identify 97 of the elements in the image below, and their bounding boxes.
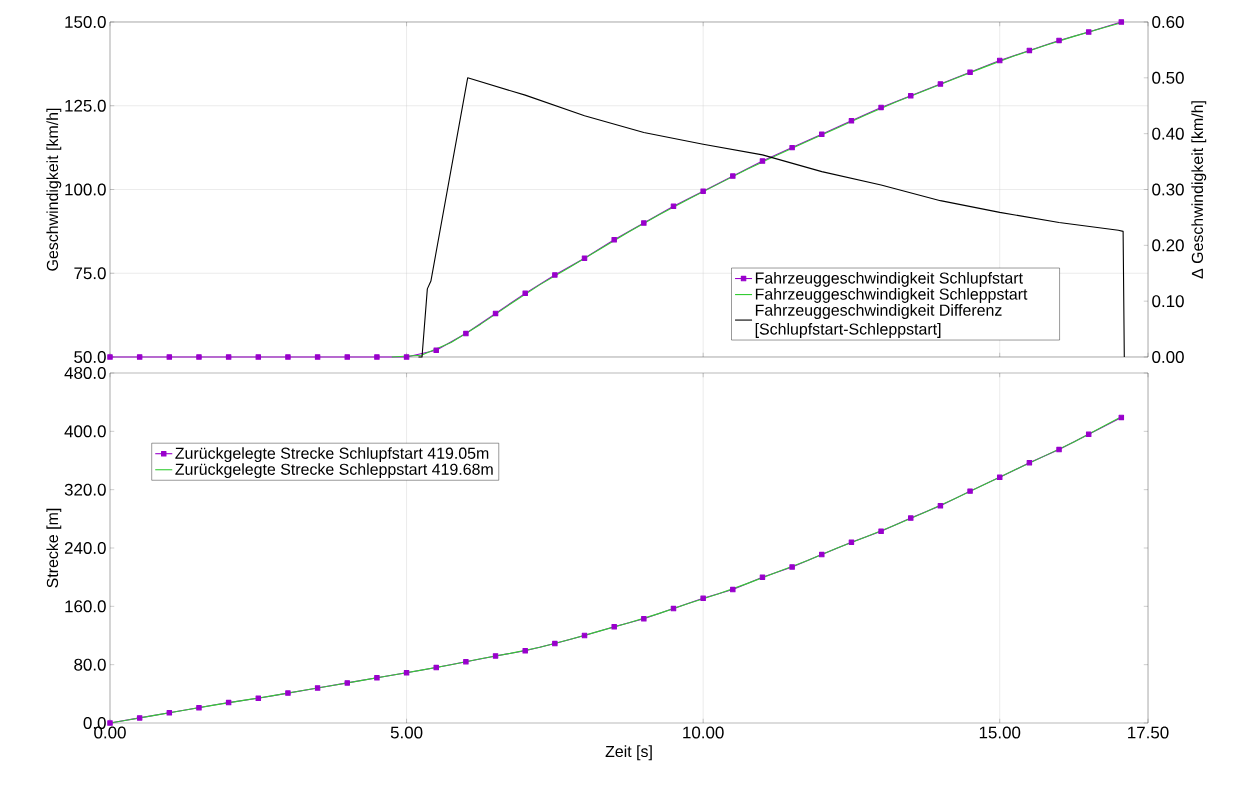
point (937, 502, 944, 509)
point (996, 474, 1003, 481)
point (403, 354, 410, 360)
point (789, 144, 795, 151)
point (344, 680, 350, 686)
point (908, 515, 914, 521)
point (670, 203, 677, 209)
y-tick-label: 80.0 (74, 658, 106, 671)
point (730, 586, 736, 593)
point (700, 188, 706, 194)
y2-tick-label: 0.60 (1152, 15, 1184, 28)
point (730, 173, 736, 179)
point (374, 675, 380, 681)
legend-label: Zurückgelegte Strecke Schlupfstart 419.05m (175, 447, 489, 463)
y2-tick-label: 0.00 (1152, 351, 1184, 363)
point (552, 272, 558, 278)
y2-tick-label: 0.20 (1152, 239, 1184, 252)
point (1118, 414, 1125, 421)
point (759, 574, 766, 580)
point (344, 354, 350, 360)
legend-label: Fahrzeuggeschwindigkeit Schlupfstart (755, 272, 1023, 287)
legend-label: Fahrzeuggeschwindigkeit Differenz [Schlupfstart-Schleppstart] (755, 304, 1002, 338)
y-tick-label: 125.0 (65, 99, 106, 112)
point (255, 695, 262, 701)
point (166, 710, 173, 716)
point (1118, 19, 1125, 25)
point (522, 290, 528, 297)
point (848, 539, 855, 545)
point (552, 640, 558, 647)
point (759, 158, 766, 164)
point (403, 669, 410, 676)
point (1056, 446, 1062, 453)
point (314, 685, 321, 691)
point (463, 330, 469, 337)
y-tick-label: 240.0 (64, 542, 106, 554)
point (848, 118, 855, 124)
point (878, 104, 884, 111)
y-tick-label: 320.0 (64, 483, 106, 496)
y2-tick-label: 0.40 (1152, 127, 1184, 140)
point (611, 624, 617, 630)
point (908, 92, 914, 99)
y-tick-label: 50.0 (74, 351, 106, 363)
point (314, 354, 321, 360)
point (1026, 459, 1033, 466)
x-tick-label: 17.50 (1128, 726, 1169, 739)
point (700, 595, 706, 602)
point (136, 715, 143, 721)
point (433, 347, 439, 354)
x-tick-label: 15.00 (979, 726, 1021, 739)
point (789, 564, 795, 570)
x-axis-title: Zeit [s] (605, 745, 652, 761)
x-tick-label: 10.00 (683, 726, 724, 739)
point (107, 720, 113, 726)
y-tick-label: 100.0 (65, 183, 106, 196)
point (967, 69, 973, 75)
point (196, 354, 202, 360)
point (463, 659, 469, 665)
point (255, 354, 262, 360)
y-tick-label: 400.0 (64, 425, 106, 438)
legend-label: Fahrzeuggeschwindigkeit Schleppstart (755, 288, 1028, 303)
point (196, 704, 202, 711)
point (641, 220, 647, 226)
y-tick-label: 160.0 (65, 600, 106, 613)
point (225, 354, 232, 360)
point (967, 488, 973, 494)
y2-tick-label: 0.50 (1152, 71, 1184, 84)
point (641, 615, 647, 622)
y2-tick-label: 0.10 (1152, 295, 1184, 308)
point (581, 255, 588, 261)
y2-tick-label: 0.30 (1152, 183, 1184, 196)
y-tick-label: 75.0 (74, 267, 106, 280)
point (996, 57, 1003, 64)
point (166, 354, 173, 360)
y2-axis-title: Δ Geschwindigkeit [km/h] (1191, 101, 1207, 279)
point (285, 690, 291, 696)
point (374, 354, 380, 360)
point (522, 648, 528, 654)
point (1085, 29, 1092, 35)
point (285, 354, 291, 360)
point (1085, 431, 1092, 437)
point (878, 528, 884, 534)
y-tick-label: 480.0 (64, 367, 106, 379)
point (819, 551, 825, 558)
point (107, 354, 113, 360)
point (136, 354, 143, 360)
y-tick-label: 150.0 (65, 15, 106, 28)
line-series (417, 77, 1125, 358)
point (819, 131, 825, 137)
point (492, 653, 499, 659)
point (433, 664, 439, 671)
point (611, 237, 617, 243)
y-axis-title: Strecke [m] (46, 508, 62, 588)
point (937, 81, 944, 87)
legend-label: Zurückgelegte Strecke Schleppstart 419.68m (175, 463, 493, 479)
y-axis-title: Geschwindigkeit [km/h] (46, 108, 62, 271)
x-tick-label: 5.00 (390, 726, 423, 739)
point (1056, 37, 1062, 44)
